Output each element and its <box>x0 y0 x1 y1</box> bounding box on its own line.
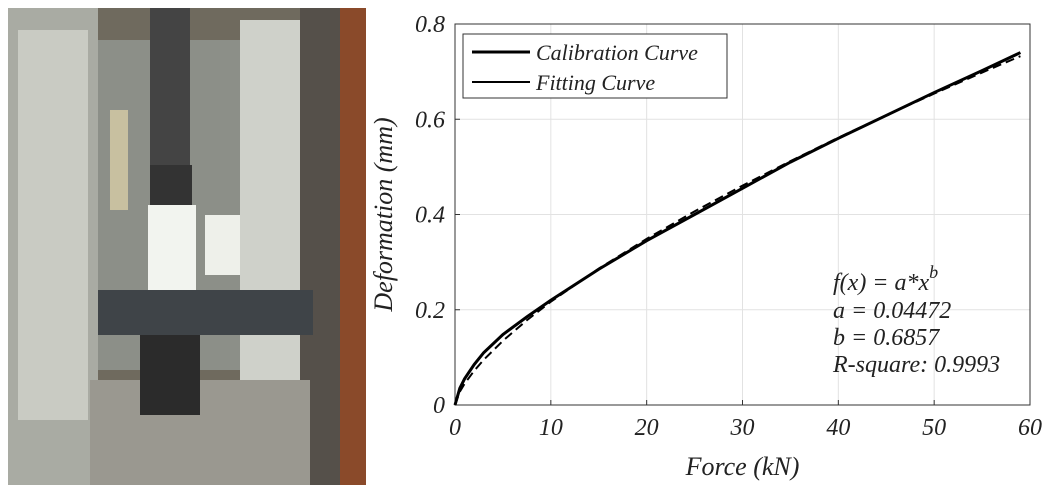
x-tick-label: 50 <box>922 415 946 441</box>
y-tick-label: 0.6 <box>415 107 445 133</box>
photo <box>8 8 366 485</box>
annotation: R-square: 0.9993 <box>832 352 1000 378</box>
legend-box <box>462 33 728 99</box>
y-tick-label: 0.8 <box>415 12 445 38</box>
legend: Calibration Curve Fitting Curve <box>462 33 728 99</box>
y-tick-label: 0 <box>433 393 445 419</box>
x-axis-label: Force (kN) <box>685 452 800 481</box>
x-tick-label: 0 <box>449 415 461 441</box>
x-tick-label: 60 <box>1018 415 1042 441</box>
y-tick-label: 0.2 <box>415 298 445 324</box>
annotation: a = 0.04472 <box>833 298 951 324</box>
data-line <box>454 55 1021 406</box>
y-axis-label: Deformation (mm) <box>369 117 398 312</box>
chart: 0 10 20 30 40 50 60 0 0.2 0.4 0.6 0.8 Force (kN) Defo… <box>369 12 1042 481</box>
x-tick-label: 40 <box>826 415 850 441</box>
annotation: b = 0.6857 <box>833 325 940 351</box>
x-tick-label: 30 <box>730 415 755 441</box>
formula-base: f(x) = a*x <box>833 270 930 296</box>
x-tick-label: 10 <box>539 415 563 441</box>
y-tick-label: 0.4 <box>415 203 445 229</box>
plot-frame <box>454 23 1031 406</box>
formula: f(x) = a*xb <box>833 262 938 296</box>
x-tick-label: 20 <box>635 415 659 441</box>
legend-label: Calibration Curve <box>536 40 698 65</box>
legend-label: Fitting Curve <box>535 70 655 95</box>
formula-superscript: b <box>929 262 938 282</box>
